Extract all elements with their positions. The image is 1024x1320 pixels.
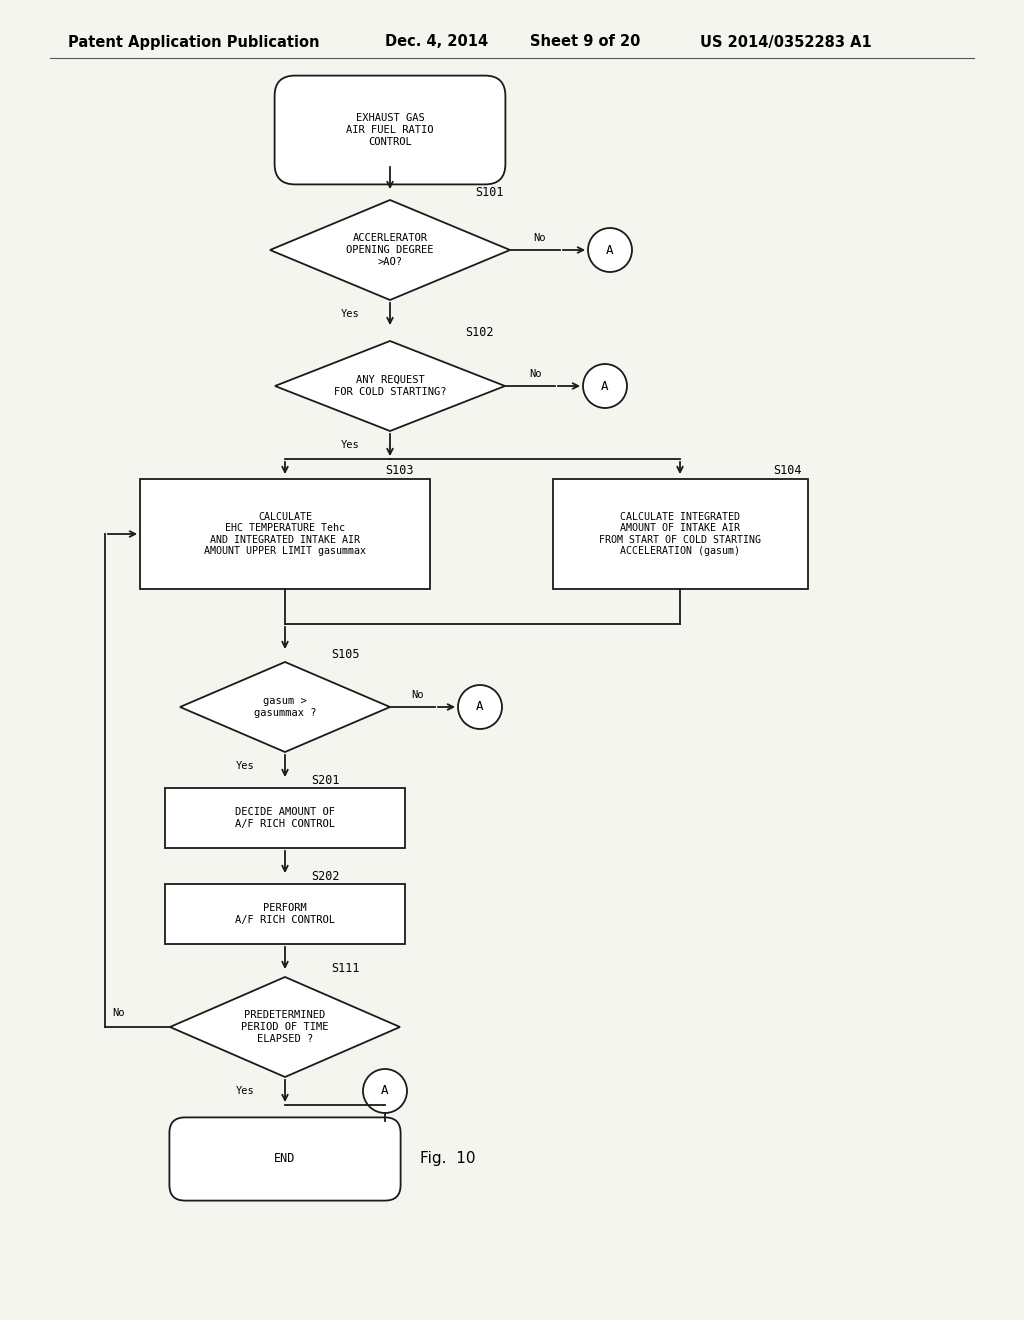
- Text: S111: S111: [331, 962, 359, 975]
- Text: No: No: [528, 370, 542, 379]
- Text: S201: S201: [310, 774, 339, 787]
- Text: S101: S101: [475, 186, 504, 198]
- Bar: [140, 479, 430, 589]
- Text: gasum >
gasummax ?: gasum > gasummax ?: [254, 696, 316, 718]
- Text: DECIDE AMOUNT OF
A/F RICH CONTROL: DECIDE AMOUNT OF A/F RICH CONTROL: [234, 808, 335, 829]
- Text: ANY REQUEST
FOR COLD STARTING?: ANY REQUEST FOR COLD STARTING?: [334, 375, 446, 397]
- Bar: [553, 479, 808, 589]
- Circle shape: [362, 1069, 407, 1113]
- Text: US 2014/0352283 A1: US 2014/0352283 A1: [700, 34, 871, 49]
- Bar: [165, 788, 406, 847]
- Text: Yes: Yes: [236, 762, 254, 771]
- FancyBboxPatch shape: [169, 1118, 400, 1201]
- Polygon shape: [180, 663, 390, 752]
- Text: Fig.  10: Fig. 10: [420, 1151, 475, 1167]
- Text: ACCERLERATOR
OPENING DEGREE
>AO?: ACCERLERATOR OPENING DEGREE >AO?: [346, 234, 434, 267]
- Text: PREDETERMINED
PERIOD OF TIME
ELAPSED ?: PREDETERMINED PERIOD OF TIME ELAPSED ?: [242, 1010, 329, 1044]
- Text: END: END: [274, 1152, 296, 1166]
- Polygon shape: [275, 341, 505, 432]
- Text: S102: S102: [465, 326, 494, 339]
- Text: Patent Application Publication: Patent Application Publication: [68, 34, 319, 49]
- Text: No: No: [534, 234, 546, 243]
- Text: S103: S103: [386, 465, 415, 478]
- Text: A: A: [601, 380, 608, 392]
- Text: EXHAUST GAS
AIR FUEL RATIO
CONTROL: EXHAUST GAS AIR FUEL RATIO CONTROL: [346, 114, 434, 147]
- Circle shape: [588, 228, 632, 272]
- Text: No: No: [113, 1008, 125, 1018]
- Text: No: No: [412, 690, 424, 700]
- Circle shape: [583, 364, 627, 408]
- Text: Dec. 4, 2014: Dec. 4, 2014: [385, 34, 488, 49]
- Text: S104: S104: [773, 465, 802, 478]
- Text: Yes: Yes: [341, 309, 359, 319]
- Text: Yes: Yes: [341, 440, 359, 450]
- Bar: [165, 884, 406, 944]
- Circle shape: [458, 685, 502, 729]
- Text: CALCULATE
EHC TEMPERATURE Tehc
AND INTEGRATED INTAKE AIR
AMOUNT UPPER LIMIT gasu: CALCULATE EHC TEMPERATURE Tehc AND INTEG…: [204, 512, 366, 557]
- Polygon shape: [270, 201, 510, 300]
- Text: PERFORM
A/F RICH CONTROL: PERFORM A/F RICH CONTROL: [234, 903, 335, 925]
- Text: A: A: [476, 701, 483, 714]
- Text: S202: S202: [310, 870, 339, 883]
- Text: Yes: Yes: [236, 1086, 254, 1096]
- Polygon shape: [170, 977, 400, 1077]
- Text: S105: S105: [331, 648, 359, 660]
- Text: A: A: [381, 1085, 389, 1097]
- Text: CALCULATE INTEGRATED
AMOUNT OF INTAKE AIR
FROM START OF COLD STARTING
ACCELERATI: CALCULATE INTEGRATED AMOUNT OF INTAKE AI…: [599, 512, 761, 557]
- Text: Sheet 9 of 20: Sheet 9 of 20: [530, 34, 640, 49]
- FancyBboxPatch shape: [274, 75, 506, 185]
- Text: A: A: [606, 243, 613, 256]
